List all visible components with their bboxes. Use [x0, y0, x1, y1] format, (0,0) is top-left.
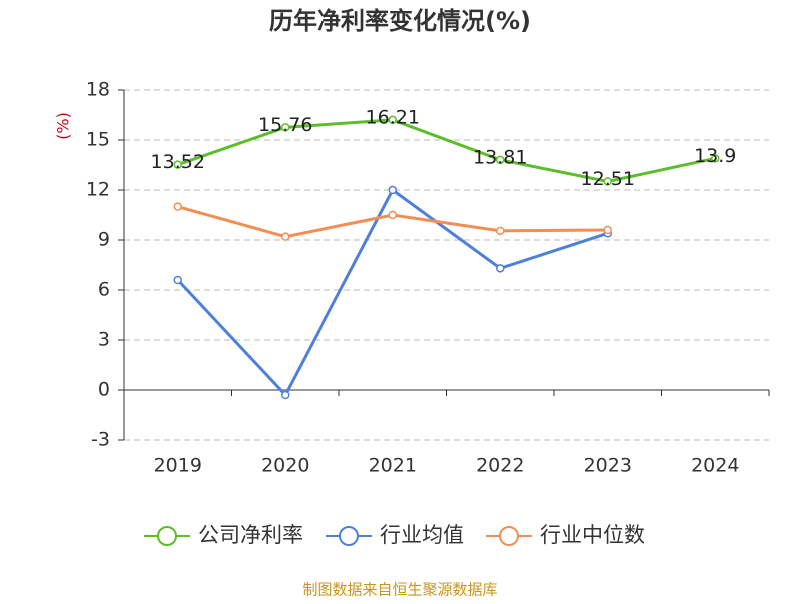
- data-point: [173, 160, 182, 169]
- y-tick-label: 18: [86, 79, 110, 101]
- legend-marker: [339, 526, 359, 546]
- data-point: [496, 226, 505, 236]
- x-tick-label: 2023: [584, 455, 632, 477]
- legend-marker: [499, 526, 519, 546]
- legend-label: 行业均值: [380, 523, 464, 547]
- x-tick-label: 2019: [154, 455, 202, 477]
- x-tick-label: 2021: [369, 455, 417, 477]
- chart-title: 历年净利率变化情况(%): [269, 7, 531, 35]
- series-line: [176, 187, 609, 398]
- x-tick-label: 2020: [261, 455, 309, 477]
- data-point: [603, 225, 612, 235]
- data-point: [388, 185, 397, 195]
- y-tick-label: -3: [91, 429, 110, 451]
- data-label: 13.81: [473, 146, 527, 168]
- legend-marker: [157, 526, 177, 546]
- source-note: 制图数据来自恒生聚源数据库: [302, 581, 497, 599]
- y-tick-label: 0: [98, 379, 110, 401]
- y-axis-label: (%): [54, 112, 73, 140]
- data-point: [173, 202, 182, 211]
- data-label: 12.51: [581, 168, 635, 190]
- data-point: [496, 155, 505, 165]
- x-tick-label: 2024: [691, 455, 739, 477]
- y-tick-label: 15: [86, 129, 110, 151]
- x-tick-label: 2022: [476, 455, 524, 477]
- data-label: 15.76: [258, 114, 312, 136]
- y-tick-label: 6: [98, 279, 110, 301]
- y-tick-label: 9: [98, 229, 110, 251]
- data-point: [281, 390, 290, 400]
- data-point: [496, 264, 505, 273]
- data-point: [711, 154, 720, 163]
- data-point: [388, 115, 397, 125]
- data-point: [281, 232, 290, 241]
- data-label: 13.52: [151, 151, 205, 173]
- y-tick-label: 3: [98, 329, 110, 351]
- y-tick-label: 12: [86, 179, 110, 201]
- data-point: [603, 177, 612, 186]
- data-label: 13.9: [694, 145, 736, 167]
- data-point: [281, 123, 290, 132]
- data-point: [173, 275, 182, 285]
- data-point: [388, 210, 397, 220]
- legend-label: 行业中位数: [540, 523, 645, 547]
- series-line: [177, 118, 716, 184]
- legend-label: 公司净利率: [198, 523, 303, 547]
- data-label: 16.21: [366, 106, 420, 128]
